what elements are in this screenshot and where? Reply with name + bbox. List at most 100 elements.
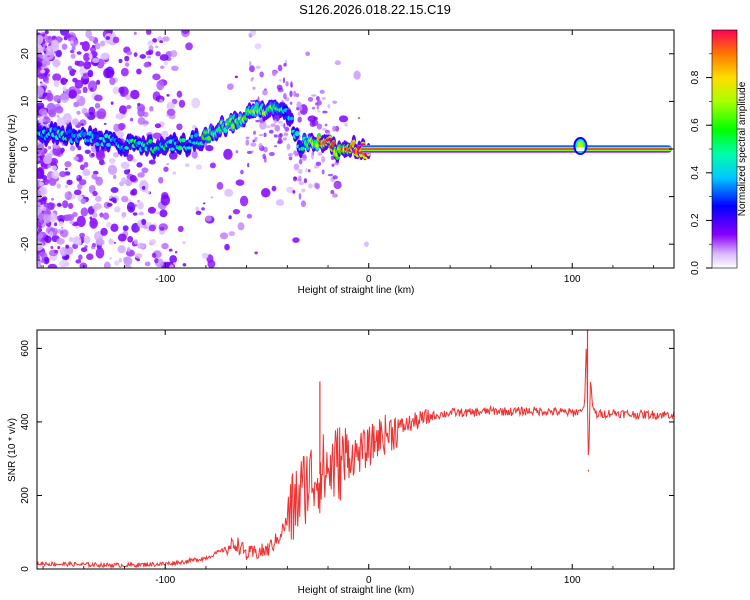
snr-y-tick-label: 400: [20, 413, 31, 430]
spectrogram-noise-blob: [235, 179, 245, 186]
spectrogram-noise-blob: [166, 108, 176, 116]
spectrogram-noise-blob: [132, 212, 138, 216]
spectrogram-noise-blob: [82, 73, 88, 77]
spectrogram-tone-band: [360, 148, 672, 150]
spectrogram-noise-blob: [44, 116, 48, 120]
spectrogram-noise-blob: [293, 176, 298, 180]
colorbar-tick-label: 0.6: [690, 118, 701, 132]
spectrogram-noise-blob: [134, 226, 140, 232]
spectrogram-noise-blob: [87, 69, 94, 78]
spectrogram-noise-blob: [126, 201, 136, 213]
spectrogram-noise-blob: [137, 199, 140, 203]
spectrogram-noise-blob: [302, 155, 307, 159]
spectrogram-noise-blob: [145, 30, 152, 35]
spectrogram-noise-blob: [110, 187, 119, 193]
spectrogram-noise-blob: [321, 128, 327, 131]
spectrogram-noise-blob: [71, 46, 76, 51]
spectrogram-noise-blob: [161, 242, 169, 250]
spectrogram-noise-blob: [80, 123, 84, 126]
spectrogram-noise-blob: [113, 174, 117, 180]
spectrogram-noise-blob: [330, 189, 335, 195]
spectrogram-noise-blob: [282, 137, 287, 141]
spectrogram-noise-blob: [245, 136, 250, 139]
spectrogram-noise-blob: [178, 99, 186, 108]
spectrogram-noise-blob: [47, 263, 58, 268]
spectrogram-noise-blob: [277, 120, 284, 124]
spectrogram-noise-blob: [62, 86, 67, 92]
colorbar-label: Normalized spectral amplitude: [737, 81, 748, 216]
spectrogram-ridge-cell: [106, 142, 111, 147]
spectrogram-noise-blob: [126, 247, 131, 252]
spectrogram-noise-blob: [37, 201, 41, 206]
spectrogram-noise-blob: [307, 115, 317, 123]
spectrogram-ridge: [37, 99, 672, 164]
spectrogram-noise-blob: [68, 237, 74, 242]
spectrogram-ridge-cell: [203, 130, 208, 135]
spectrogram-noise-blob: [240, 169, 244, 175]
spectrogram-noise-blob: [172, 171, 177, 175]
spectrogram-noise-blob: [144, 261, 151, 267]
spectrogram-noise-blob: [311, 106, 316, 110]
spectrogram-noise-blob: [39, 81, 43, 84]
colorbar-tick-label: 0.4: [690, 165, 701, 179]
spectrogram-noise-blob: [58, 259, 69, 268]
spectrogram-x-tick-label: 100: [564, 274, 581, 285]
spectrogram-noise-blob: [170, 50, 178, 58]
spectrogram-noise-blob: [147, 55, 152, 59]
spectrogram-noise-blob: [60, 147, 65, 153]
spectrogram-noise-blob: [91, 152, 95, 157]
spectrogram-noise-blob: [39, 199, 43, 203]
spectrogram-noise-blob: [112, 86, 120, 95]
spectrogram-noise-blob: [332, 125, 337, 132]
spectrogram-noise-blob: [158, 176, 164, 184]
spectrogram-noise-blob: [353, 70, 361, 80]
spectrogram-noise-blob: [228, 215, 232, 220]
spectrogram-gap: [576, 147, 585, 151]
spectrogram-noise-blob: [247, 162, 250, 168]
spectrogram-y-tick-label: 20: [20, 48, 31, 60]
spectrogram-noise-blob: [121, 195, 129, 203]
spectrogram-noise-blob: [47, 164, 51, 169]
spectrogram-x-tick-label: 0: [366, 274, 372, 285]
spectrogram-ridge-cell: [206, 135, 212, 141]
spectrogram-noise-blob: [124, 55, 130, 62]
spectrogram-noise-blob: [321, 169, 325, 175]
spectrogram-noise-blob: [56, 114, 60, 118]
spectrogram-noise-blob: [103, 261, 111, 268]
spectrogram-noise-blob: [174, 250, 178, 254]
spectrogram-noise-blob: [169, 254, 178, 264]
spectrogram-noise-blob: [79, 232, 86, 238]
spectrogram-noise-blob: [159, 65, 165, 70]
spectrogram-noise-blob: [80, 247, 88, 253]
spectrogram-noise-blob: [283, 132, 289, 137]
spectrogram-noise-blob: [60, 92, 70, 103]
spectrogram-noise-blob: [305, 51, 311, 56]
spectrogram-noise-blob: [100, 52, 109, 60]
spectrogram-noise-blob: [316, 104, 319, 110]
spectrogram-noise-blob: [91, 57, 100, 63]
spectrogram-ridge-cell: [104, 133, 110, 139]
spectrogram-noise-blob: [160, 194, 171, 206]
spectrogram-noise-blob: [130, 189, 135, 196]
spectrogram-noise-blob: [83, 161, 89, 168]
spectrogram-noise-blob: [259, 71, 264, 78]
spectrogram-noise-blob: [83, 61, 92, 70]
spectrogram-noise-blob: [147, 206, 157, 214]
spectrogram-noise-blob: [262, 153, 266, 160]
spectrogram-noise-blob: [94, 42, 101, 50]
spectrogram-noise-blob: [136, 242, 145, 249]
spectrogram-noise-blob: [52, 73, 62, 82]
spectrogram-noise-blob: [83, 52, 90, 62]
spectrogram-ridge-cell: [67, 128, 73, 134]
spectrogram-noise-blob: [258, 142, 263, 149]
snr-line: [37, 348, 674, 569]
snr-y-tick-label: 600: [20, 340, 31, 357]
spectrogram-noise-blob: [276, 84, 283, 91]
spectrogram-noise-blob: [297, 111, 301, 116]
spectrogram-noise-blob: [100, 40, 106, 47]
spectrogram-noise-blob: [76, 110, 81, 115]
spectrogram-noise-blob: [40, 206, 44, 210]
spectrogram-noise-blob: [79, 179, 87, 186]
snr-y-ticks: 0 200 400 600: [20, 340, 674, 572]
spectrogram-noise-blob: [94, 176, 100, 181]
